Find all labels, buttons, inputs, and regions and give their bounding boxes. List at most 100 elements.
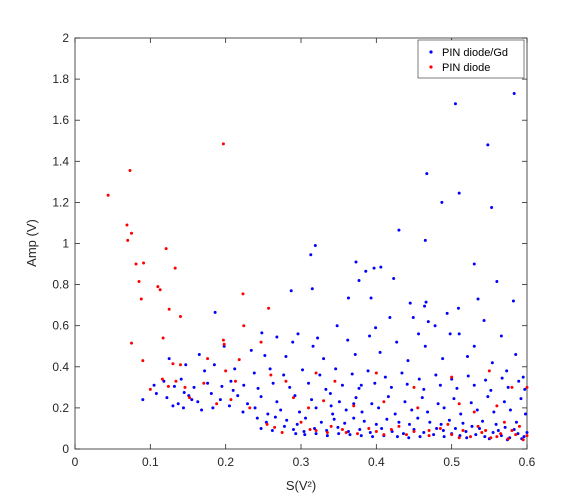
data-point — [426, 320, 430, 324]
data-point — [304, 416, 308, 420]
data-point — [206, 381, 210, 385]
data-point — [285, 418, 289, 422]
data-point — [446, 422, 450, 426]
data-point — [346, 296, 350, 300]
data-point — [378, 350, 382, 354]
data-point — [514, 433, 518, 437]
data-point — [508, 408, 512, 412]
data-point — [334, 367, 338, 371]
data-point — [466, 374, 470, 378]
data-point — [174, 379, 178, 383]
data-point — [268, 367, 272, 371]
data-point — [476, 424, 480, 428]
data-point — [137, 280, 141, 284]
data-point — [452, 397, 456, 401]
data-point — [420, 396, 424, 400]
data-point — [348, 433, 352, 437]
data-point — [211, 406, 215, 410]
data-point — [279, 408, 283, 412]
data-point — [253, 406, 257, 410]
data-point — [284, 355, 288, 359]
data-point — [377, 406, 381, 410]
data-point — [482, 319, 486, 323]
data-point — [358, 427, 362, 431]
x-tick-label: 0.1 — [142, 455, 159, 469]
data-point — [434, 373, 438, 377]
data-point — [263, 354, 267, 357]
legend-marker-pin-diode-gd — [429, 50, 433, 54]
data-point — [270, 429, 274, 432]
data-point — [284, 379, 288, 383]
data-point — [500, 376, 504, 380]
x-tick-label: 0.2 — [217, 455, 234, 469]
data-point — [441, 429, 445, 432]
data-point — [435, 426, 439, 430]
data-point — [523, 387, 527, 391]
data-point — [448, 332, 452, 336]
y-tick-label: 1.2 — [52, 195, 69, 209]
data-point — [126, 238, 130, 242]
data-point — [227, 404, 231, 408]
y-tick-label: 1.4 — [52, 154, 69, 168]
data-point — [436, 402, 440, 406]
data-point — [291, 396, 295, 400]
data-point — [325, 431, 329, 435]
data-point — [275, 335, 279, 339]
data-point — [472, 262, 476, 266]
data-point — [197, 352, 201, 356]
data-point — [353, 352, 357, 356]
data-point — [337, 400, 341, 404]
data-point — [359, 383, 363, 387]
data-point — [395, 340, 399, 344]
data-point — [200, 408, 204, 412]
data-point — [190, 398, 194, 402]
data-point — [318, 373, 322, 377]
data-point — [125, 223, 129, 227]
data-point — [397, 424, 401, 428]
data-point — [386, 395, 390, 399]
data-point — [130, 231, 133, 235]
data-point — [441, 357, 445, 361]
data-point — [269, 373, 273, 377]
data-point — [374, 326, 378, 330]
data-point — [521, 375, 525, 379]
data-point — [352, 416, 356, 420]
data-point — [301, 368, 305, 372]
data-point — [316, 336, 320, 340]
data-point — [357, 386, 361, 390]
data-point — [314, 432, 318, 436]
data-point — [489, 388, 493, 392]
data-point — [282, 424, 286, 428]
data-point — [307, 406, 311, 410]
x-tick-label: 0.6 — [519, 455, 536, 469]
data-point — [374, 422, 378, 426]
data-point — [408, 301, 412, 305]
data-point — [222, 342, 226, 346]
data-point — [343, 421, 347, 425]
data-point — [165, 396, 169, 400]
data-point — [134, 262, 138, 266]
data-point — [231, 388, 235, 392]
data-point — [517, 379, 521, 383]
data-point — [178, 314, 182, 318]
data-point — [380, 426, 384, 430]
data-point — [188, 396, 192, 400]
data-point — [476, 297, 480, 301]
data-point — [472, 344, 476, 348]
data-point — [495, 404, 499, 408]
data-point — [356, 432, 359, 436]
data-point — [289, 289, 293, 293]
data-point — [222, 344, 226, 348]
data-point — [275, 400, 279, 404]
data-point — [303, 433, 307, 437]
data-point — [474, 433, 478, 437]
data-point — [472, 410, 476, 414]
data-point — [388, 315, 392, 319]
data-point — [490, 361, 494, 365]
data-point — [492, 410, 496, 414]
data-point — [397, 228, 401, 232]
data-point — [469, 401, 473, 405]
data-point — [346, 338, 350, 342]
data-point — [329, 424, 333, 428]
data-point — [160, 377, 164, 381]
